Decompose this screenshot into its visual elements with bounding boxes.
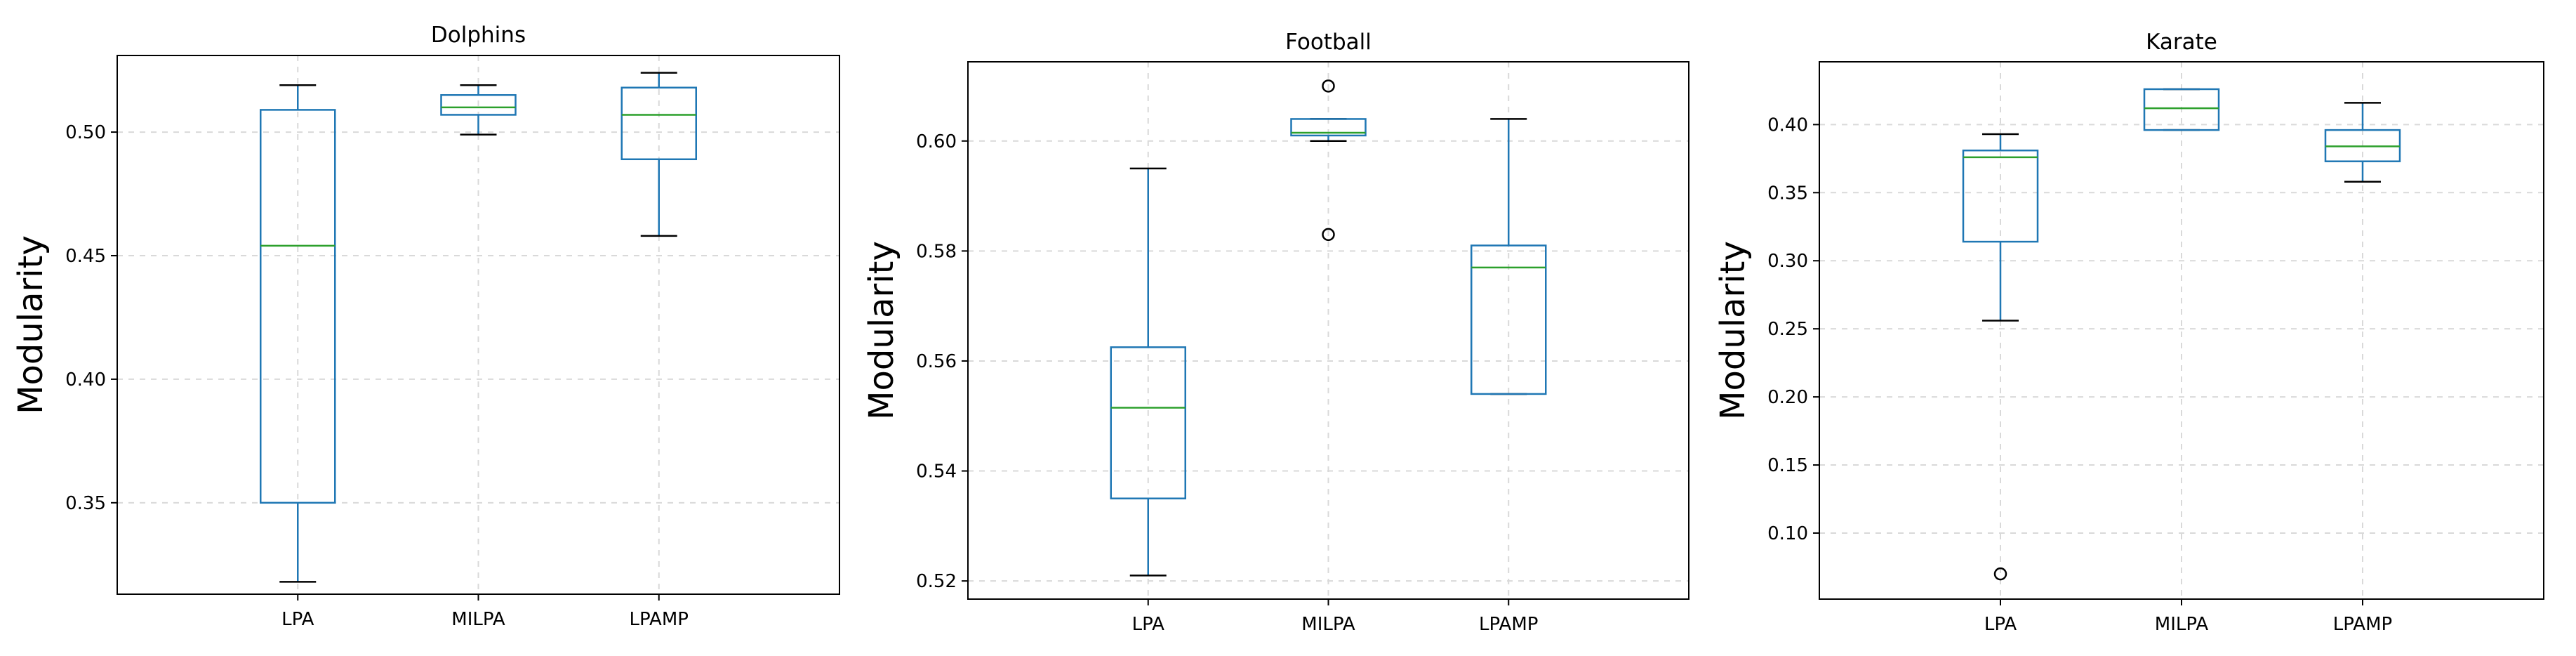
y-axis-label: Modularity bbox=[1713, 241, 1753, 420]
y-tick-label: 0.40 bbox=[1767, 114, 1808, 136]
box-group-lpamp bbox=[2324, 102, 2401, 183]
y-tick-label: 0.10 bbox=[1767, 523, 1808, 544]
x-tick-label: LPA bbox=[1132, 614, 1165, 635]
chart-title: Dolphins bbox=[431, 22, 526, 48]
y-tick-label: 0.52 bbox=[916, 571, 957, 592]
x-tick-label: LPAMP bbox=[1479, 614, 1538, 635]
box-iqr bbox=[1110, 346, 1186, 499]
y-tick-label: 0.50 bbox=[65, 122, 106, 143]
y-tick-label: 0.35 bbox=[65, 493, 106, 514]
y-tick-label: 0.40 bbox=[65, 369, 106, 391]
box-group-milpa bbox=[440, 84, 517, 136]
y-tick-label: 0.15 bbox=[1767, 455, 1808, 476]
chart-panel-karate: 0.10 0.15 0.20 0.25 0.30 0.35 0.40 LPA MILPA LPAM… bbox=[1713, 29, 2544, 635]
x-tick-label: LPAMP bbox=[630, 609, 689, 630]
y-tick-label: 0.45 bbox=[65, 246, 106, 267]
box-iqr bbox=[440, 94, 517, 116]
box-iqr bbox=[2143, 88, 2220, 131]
box-group-lpa bbox=[1962, 133, 2039, 581]
box-iqr bbox=[1470, 244, 1547, 395]
box-iqr bbox=[1290, 118, 1367, 137]
box-group-lpamp bbox=[1470, 118, 1547, 395]
chart-panel-dolphins: 0.35 0.40 0.45 0.50 LPA MILPA LPAMP Dolphins Mod… bbox=[11, 22, 840, 630]
box-group-milpa bbox=[1290, 79, 1367, 242]
box-iqr bbox=[1962, 149, 2039, 243]
box-iqr bbox=[620, 86, 697, 161]
y-tick-label: 0.20 bbox=[1767, 387, 1808, 408]
y-axis-label: Modularity bbox=[862, 241, 901, 420]
y-tick-label: 0.25 bbox=[1767, 319, 1808, 340]
x-tick-label: MILPA bbox=[1301, 614, 1355, 635]
x-tick-label: LPA bbox=[1984, 614, 2017, 635]
y-tick-label: 0.35 bbox=[1767, 183, 1808, 204]
box-group-lpamp bbox=[620, 72, 697, 237]
y-tick-label: 0.56 bbox=[916, 351, 957, 372]
outlier-point bbox=[1322, 228, 1335, 242]
box-group-lpa bbox=[260, 84, 336, 583]
outlier-point bbox=[1993, 567, 2007, 581]
y-tick-label: 0.30 bbox=[1767, 251, 1808, 272]
y-tick-label: 0.58 bbox=[916, 241, 957, 262]
x-tick-label: LPA bbox=[281, 609, 314, 630]
y-axis-label: Modularity bbox=[11, 235, 51, 414]
chart-title: Football bbox=[1285, 29, 1372, 55]
box-iqr bbox=[260, 109, 336, 504]
x-tick-label: MILPA bbox=[451, 609, 505, 630]
x-tick-label: MILPA bbox=[2155, 614, 2209, 635]
x-tick-label: LPAMP bbox=[2333, 614, 2392, 635]
y-tick-label: 0.60 bbox=[916, 131, 957, 152]
box-group-milpa bbox=[2143, 88, 2220, 131]
y-tick-label: 0.54 bbox=[916, 461, 957, 483]
chart-title: Karate bbox=[2146, 29, 2217, 55]
box-group-lpa bbox=[1110, 167, 1186, 577]
outlier-point bbox=[1322, 79, 1335, 93]
chart-panel-football: 0.52 0.54 0.56 0.58 0.60 LPA MILPA LPAMP Footbal… bbox=[862, 29, 1689, 635]
